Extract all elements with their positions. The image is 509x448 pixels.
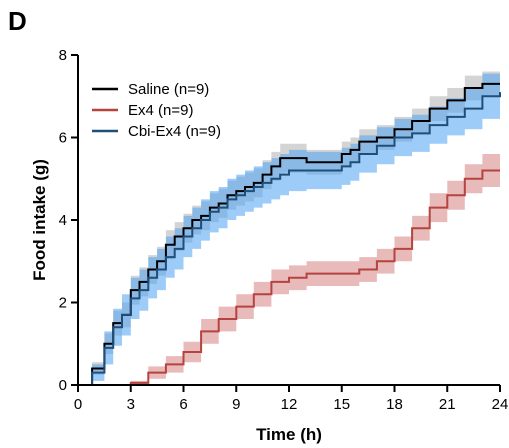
series-line-2	[78, 92, 501, 386]
error-band-1	[78, 154, 500, 385]
series-line-1	[78, 169, 500, 386]
x-tick-label: 12	[281, 396, 298, 413]
y-tick-label: 2	[59, 295, 67, 312]
legend-label-0: Saline (n=9)	[128, 81, 209, 98]
y-tick-label: 6	[59, 130, 67, 147]
x-tick-label: 18	[386, 396, 403, 413]
x-tick-label: 24	[492, 396, 509, 413]
x-tick-label: 21	[439, 396, 456, 413]
panel-letter: D	[8, 6, 27, 36]
x-tick-label: 9	[232, 396, 240, 413]
y-axis-title: Food intake (g)	[30, 159, 49, 281]
x-tick-label: 15	[333, 396, 350, 413]
error-band-2	[78, 69, 500, 386]
series-lines	[78, 82, 501, 386]
x-tick-label: 0	[74, 396, 82, 413]
y-tick-label: 4	[59, 212, 67, 229]
legend: Saline (n=9) Ex4 (n=9) Cbi-Ex4 (n=9)	[92, 81, 221, 140]
series-line-0	[78, 82, 500, 386]
y-tick-label: 0	[59, 377, 67, 394]
x-tick-label: 3	[127, 396, 135, 413]
x-axis-title: Time (h)	[256, 425, 322, 444]
error-bands	[78, 69, 500, 386]
x-tick-label: 6	[179, 396, 187, 413]
legend-label-2: Cbi-Ex4 (n=9)	[128, 123, 221, 140]
y-tick-label: 8	[59, 47, 67, 64]
legend-label-1: Ex4 (n=9)	[128, 102, 193, 119]
